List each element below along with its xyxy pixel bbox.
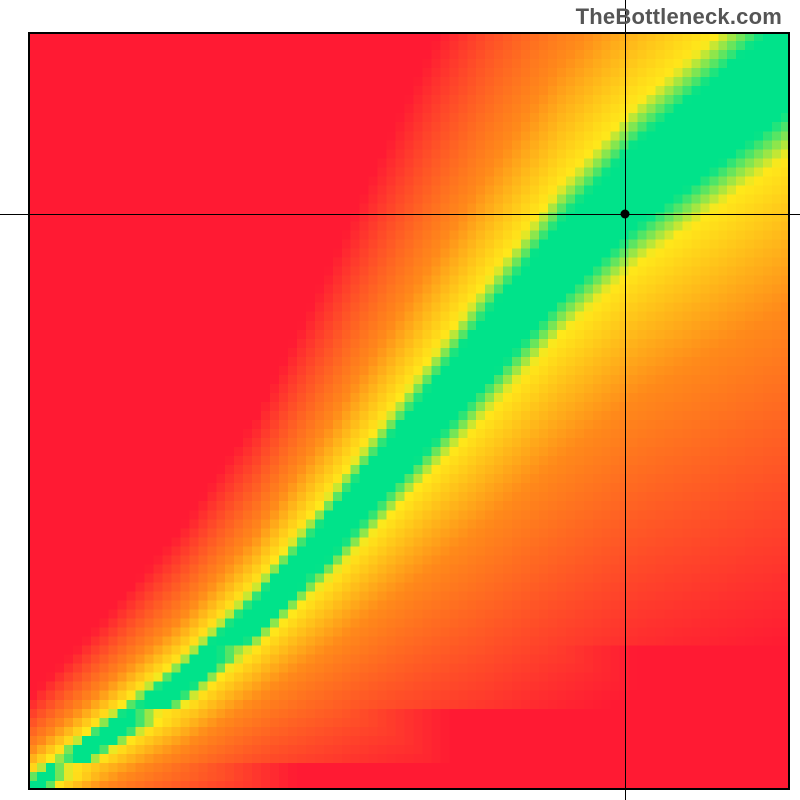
crosshair-vertical [625, 0, 626, 800]
crosshair-horizontal [0, 214, 800, 215]
marker-dot [620, 209, 629, 218]
heatmap-canvas [28, 32, 790, 790]
chart-container: TheBottleneck.com [0, 0, 800, 800]
watermark-text: TheBottleneck.com [576, 4, 782, 30]
